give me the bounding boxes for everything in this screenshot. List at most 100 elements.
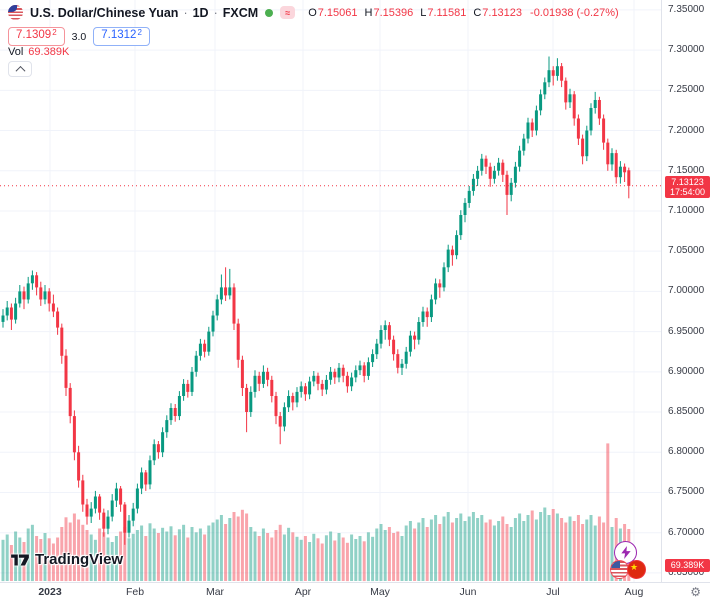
candle-body [140,472,144,489]
candle-body [341,367,345,376]
candle-body [278,416,282,427]
candle-body [51,303,55,312]
candle-body [182,383,186,396]
volume-bar [501,516,505,581]
candle-body [358,365,362,371]
volume-bar [211,522,215,581]
high-label: H [364,6,373,19]
volume-bar [64,517,68,582]
volume-bar [232,512,236,581]
candle-body [198,343,202,356]
volume-bar [463,521,467,581]
price-axis-tick: 6.70000 [668,526,705,538]
price-chart[interactable] [0,0,661,582]
close-value: 7.13123 [482,6,523,19]
volume-bar [555,513,559,581]
volume-bar [35,536,39,581]
symbol-name-button[interactable]: U.S. Dollar/Chinese Yuan [30,5,179,20]
volume-axis-label: 69.389K [665,559,710,572]
candle-body [14,303,18,320]
volume-bar [434,515,438,581]
volume-bar [425,527,429,581]
candle-body [488,166,492,179]
volume-bar [114,536,118,581]
volume-bar [236,516,240,581]
low-value: 7.11581 [427,6,467,19]
candle-body [467,190,471,203]
volume-bar [161,527,165,582]
candle-body [186,383,190,392]
candle-body [316,375,320,384]
candle-body [568,94,572,103]
volume-bar [102,532,106,582]
time-axis-tick: Mar [205,586,225,598]
volume-bar [488,519,492,581]
price-axis[interactable]: 7.13123 17:54:00 69.389K 7.35000 7.30000 7… [661,0,710,582]
price-axis-tick: 7.15000 [668,164,705,176]
candle-body [257,375,261,384]
candle-body [291,396,295,403]
candle-body [618,166,622,178]
candle-body [131,508,135,521]
market-status-dot-icon[interactable] [265,8,274,17]
candle-body [152,444,156,461]
volume-bar [505,524,509,581]
volume-bar [278,524,282,582]
candle-body [547,70,551,83]
volume-bar [165,531,169,581]
currency-pair-flags: ★ [608,559,652,581]
candle-body [224,287,228,296]
close-label: C [473,6,482,19]
price-axis-tick: 7.20000 [668,124,705,136]
axis-settings-gear-icon[interactable]: ⚙ [690,585,701,599]
candle-body [543,82,547,95]
candle-body [102,512,106,529]
time-axis[interactable]: ⚙ 2023 Feb Mar Apr May Jun Jul Aug [0,582,710,600]
volume-bar [30,524,34,582]
candle-body [429,299,433,318]
candle-body [375,343,379,355]
volume-bar [333,540,337,581]
open-value: 7.15061 [317,6,358,19]
candle-body [333,371,337,378]
delayed-data-badge-icon[interactable]: ≈ [280,6,296,19]
volume-bar [585,519,589,581]
volume-bar [480,515,484,581]
interval-button[interactable]: 1D [192,5,209,20]
exchange-button[interactable]: FXCM [222,5,259,20]
volume-bar [429,519,433,581]
candle-body [211,315,215,332]
candle-body [450,249,454,256]
change-value: -0.01938 (-0.27%) [530,6,619,19]
volume-bar [56,537,60,581]
volume-bar [295,536,299,582]
candle-body [366,362,370,376]
collapse-legend-button[interactable] [8,61,32,77]
open-label: O [308,6,317,19]
candle-body [18,291,22,304]
volume-bar [371,536,375,582]
candle-body [266,371,270,380]
candle-body [417,322,421,340]
candle-body [303,386,307,395]
volume-bar [312,533,316,582]
price-axis-tick: 7.30000 [668,44,705,56]
candle-body [43,291,47,300]
candle-body [497,162,501,171]
bid-button[interactable]: 7.1309 2 [8,27,65,46]
candle-body [161,432,165,453]
candle-body [324,379,328,390]
volume-bar [60,527,64,581]
volume-bar [316,538,320,582]
tradingview-watermark[interactable]: TradingView [10,551,123,568]
candle-body [9,307,13,320]
volume-bar [270,537,274,581]
ask-button[interactable]: 7.1312 2 [93,27,150,46]
candle-body [522,138,526,151]
countdown-timer: 17:54:00 [669,187,706,197]
volume-bar [106,537,110,581]
spread-value: 3.0 [71,30,87,43]
candle-body [459,215,463,236]
volume-bar [249,527,253,581]
price-axis-tick: 7.00000 [668,285,705,297]
